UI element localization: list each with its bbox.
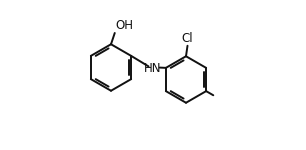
Text: Cl: Cl — [182, 32, 193, 45]
Text: OH: OH — [115, 19, 133, 32]
Text: HN: HN — [144, 62, 162, 75]
